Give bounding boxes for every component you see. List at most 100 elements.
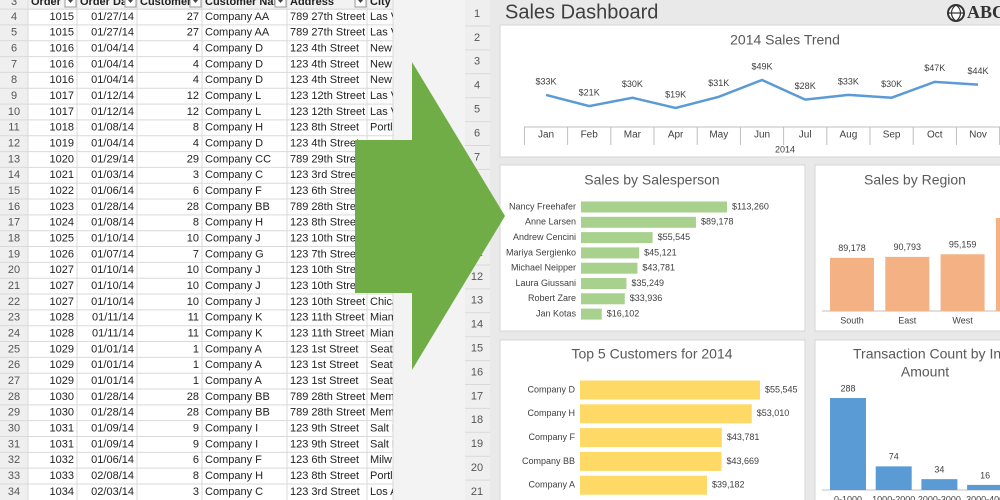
panel [499,164,806,332]
cell: New [370,58,392,70]
cell: 4 [193,43,199,55]
cell: 123 10th Street [290,264,365,276]
arrow [355,62,505,370]
cell: 10 [187,280,199,292]
cell: 123 12th Street [290,106,365,118]
data-label: 288 [840,383,855,393]
filter-button[interactable] [354,0,367,8]
cell: 1034 [50,486,74,498]
cell: Company K [205,328,263,340]
cell: 1023 [50,201,74,213]
cell: 9 [193,422,199,434]
cell: Company G [205,248,264,260]
cell: 4 [193,138,199,150]
x-tick-label: Sep [883,130,901,141]
row-number: 3 [474,56,480,68]
cell: Las V [370,11,399,23]
row-number: 3 [11,0,17,8]
y-tick-label: Michael Neipper [511,263,576,273]
cell: Company D [205,58,263,70]
cell: Company L [205,90,261,102]
cell: Company BB [205,391,270,403]
cell: 01/04/14 [91,74,134,86]
bar [830,257,874,311]
cell: Portl [370,122,393,134]
cell: 1028 [50,312,74,324]
cell: 123 11th Street [290,328,364,340]
cell: 1022 [50,185,74,197]
filter-button[interactable] [274,0,287,8]
cell: 10 [187,264,199,276]
row-number: 12 [471,271,483,283]
cell: 123 9th Street [290,438,359,450]
cell: 02/08/14 [91,470,134,482]
cell: Company C [205,169,263,181]
bar [581,201,727,213]
cell: 123 4th Street [290,138,359,150]
cell: 123 9th Street [290,422,359,434]
row-number: 16 [8,201,20,213]
column-header: Customer [140,0,192,8]
cell: 1017 [50,106,74,118]
line-series [545,78,979,110]
cell: 1031 [50,438,74,450]
cell: 123 4th Street [290,74,359,86]
cell: 123 8th Street [290,122,359,134]
cell: 02/03/14 [91,486,134,498]
cell: Company CC [205,153,271,165]
cell: 28 [187,201,199,213]
cell: 123 10th Street [290,296,365,308]
chart-title: 2014 Sales Trend [730,32,840,48]
cell: 123 3rd Street [290,169,360,181]
row-number: 24 [8,328,20,340]
y-tick-label: Jan Kotas [536,308,577,318]
x-tick-label: 3000-400 [966,494,1000,500]
x-tick-label: 0-1000 [834,494,862,500]
cell: Company BB [205,407,270,419]
row-number: 16 [471,366,483,378]
cell: Salt L [370,422,398,434]
bar [995,218,1000,311]
row-number: 19 [471,438,483,450]
row-number: 5 [11,27,17,39]
data-label: $113,260 [732,201,769,211]
data-label: $43,781 [642,263,675,273]
cell: 1026 [50,248,74,260]
cell: 123 8th Street [290,470,359,482]
cell: 8 [193,217,199,229]
cell: 01/11/14 [92,328,134,340]
filter-button[interactable] [189,0,202,8]
x-tick-label: Nov [969,130,987,141]
x-tick-label: Jul [799,130,812,141]
row-number: 28 [8,391,20,403]
data-label: $33,936 [630,293,663,303]
cell: 1029 [50,375,74,387]
cell: 01/03/14 [91,169,134,181]
x-tick-label: 1000-2000 [872,494,915,500]
row-number: 18 [8,233,20,245]
bar [940,254,985,311]
cell: 123 4th Street [290,43,359,55]
cell: Company F [205,454,262,466]
dashboard-title: Sales Dashboard [505,1,658,23]
data-label: $45,121 [644,247,677,257]
cell: 01/29/14 [91,153,134,165]
cell: 11 [188,312,199,324]
cell: 01/04/14 [91,58,134,70]
cell: 1024 [50,217,74,229]
row-number: 5 [474,104,480,116]
cell: Company A [205,343,263,355]
x-tick-label: Jan [538,130,554,141]
filter-button[interactable] [124,0,137,8]
row-number: 15 [471,343,483,355]
y-tick-label: Nancy Freehafer [509,201,576,211]
data-label: $30K [622,79,643,89]
cell: 1030 [50,407,74,419]
filter-button[interactable] [64,0,77,8]
logo-globe-lines [948,4,964,22]
bar [580,428,722,448]
panel [499,24,1000,158]
bar [580,451,722,471]
row-number: 11 [8,122,19,134]
cell: Company F [205,185,262,197]
